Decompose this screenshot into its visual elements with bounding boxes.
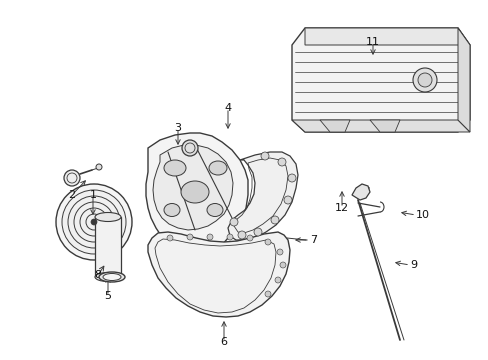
Ellipse shape	[163, 160, 185, 176]
Circle shape	[238, 231, 245, 239]
Ellipse shape	[163, 203, 180, 216]
Polygon shape	[291, 28, 469, 132]
Polygon shape	[95, 217, 121, 277]
Ellipse shape	[99, 272, 125, 282]
Circle shape	[253, 228, 262, 236]
Text: 10: 10	[415, 210, 429, 220]
Circle shape	[91, 219, 97, 225]
Text: 6: 6	[220, 337, 227, 347]
Circle shape	[284, 196, 291, 204]
Text: 4: 4	[224, 103, 231, 113]
Circle shape	[412, 68, 436, 92]
Circle shape	[64, 170, 80, 186]
Text: 3: 3	[174, 123, 181, 133]
Ellipse shape	[95, 273, 121, 282]
Circle shape	[278, 158, 285, 166]
Polygon shape	[457, 28, 469, 132]
Circle shape	[226, 234, 232, 240]
Text: 2: 2	[68, 190, 76, 200]
Polygon shape	[146, 133, 247, 256]
Circle shape	[274, 277, 281, 283]
Circle shape	[264, 239, 270, 245]
Text: 8: 8	[94, 270, 102, 280]
Circle shape	[287, 174, 295, 182]
Circle shape	[261, 152, 268, 160]
Circle shape	[264, 291, 270, 297]
Polygon shape	[227, 152, 297, 240]
Polygon shape	[305, 28, 469, 45]
Circle shape	[246, 235, 252, 241]
Circle shape	[167, 235, 173, 241]
Ellipse shape	[95, 212, 121, 221]
Circle shape	[270, 216, 279, 224]
Polygon shape	[351, 184, 369, 200]
Circle shape	[229, 218, 238, 226]
Text: 1: 1	[89, 190, 96, 200]
Circle shape	[280, 262, 285, 268]
Circle shape	[186, 234, 193, 240]
Text: 9: 9	[409, 260, 416, 270]
Circle shape	[56, 184, 132, 260]
Polygon shape	[369, 120, 399, 132]
Ellipse shape	[206, 203, 223, 216]
Ellipse shape	[103, 274, 121, 280]
Circle shape	[276, 249, 283, 255]
Polygon shape	[153, 145, 232, 230]
Circle shape	[182, 140, 198, 156]
Polygon shape	[319, 120, 349, 132]
Text: 11: 11	[365, 37, 379, 47]
Ellipse shape	[208, 161, 226, 175]
Text: 12: 12	[334, 203, 348, 213]
Polygon shape	[291, 120, 469, 132]
Circle shape	[206, 234, 213, 240]
Circle shape	[96, 164, 102, 170]
Circle shape	[62, 190, 126, 254]
Circle shape	[417, 73, 431, 87]
Text: 5: 5	[104, 291, 111, 301]
Polygon shape	[148, 232, 289, 317]
Ellipse shape	[181, 181, 208, 203]
Text: 7: 7	[309, 235, 317, 245]
